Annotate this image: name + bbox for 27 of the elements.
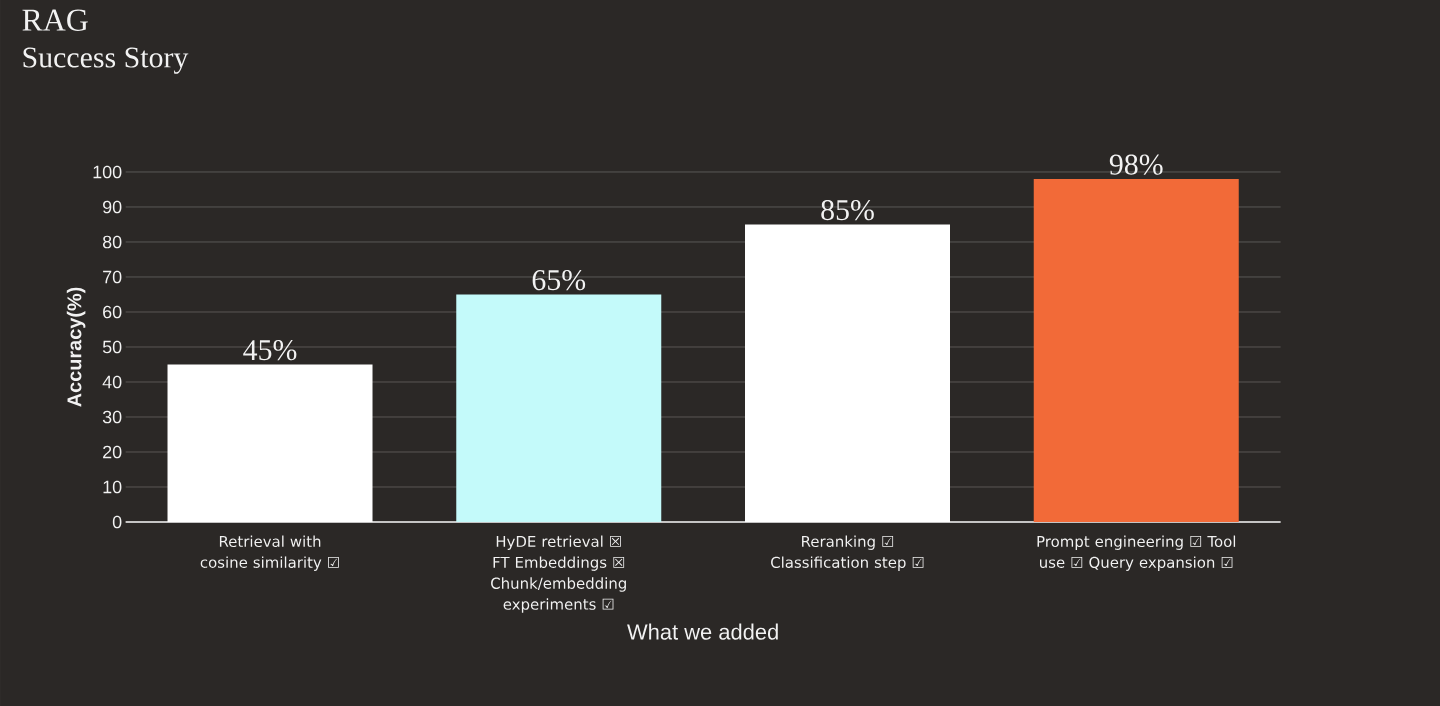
y-tick-label: 80 <box>102 235 122 249</box>
y-tick-label: 40 <box>102 375 122 389</box>
y-tick-label: 30 <box>102 410 122 424</box>
x-axis-title: What we added <box>627 623 778 640</box>
y-tick-label: 10 <box>103 480 122 494</box>
y-axis-title: Accuracy(%) <box>66 287 86 407</box>
y-tick-label: 0 <box>112 515 122 529</box>
bar <box>167 364 373 522</box>
y-tick-label: 20 <box>103 445 122 459</box>
data-label: 98% <box>1109 154 1163 175</box>
y-tick-label: 50 <box>102 340 122 354</box>
x-tick-label: Retrieval with cosine similarity ☑ <box>200 535 339 571</box>
chart-subtitle: Success Story <box>23 47 189 74</box>
bar <box>456 294 662 522</box>
y-tick-label: 90 <box>103 200 122 214</box>
y-tick-label: 70 <box>103 270 122 284</box>
x-tick-label: Reranking ☑ Classification step ☑ <box>771 535 924 571</box>
chart-title: RAG <box>22 9 88 31</box>
data-label: 65% <box>532 270 586 291</box>
data-label: 45% <box>243 340 297 361</box>
x-tick-label: HyDE retrieval ☒ FT Embeddings ☒ Chunk/embedding experiments ☑ <box>491 535 626 613</box>
bar <box>745 224 950 522</box>
bar <box>1033 178 1239 522</box>
y-tick-label: 60 <box>103 305 122 319</box>
data-label: 85% <box>821 200 874 221</box>
x-tick-label: Prompt engineering ☑ Tool use ☑ Query expansion ☑ <box>1037 535 1236 571</box>
y-tick-label: 100 <box>93 165 122 179</box>
